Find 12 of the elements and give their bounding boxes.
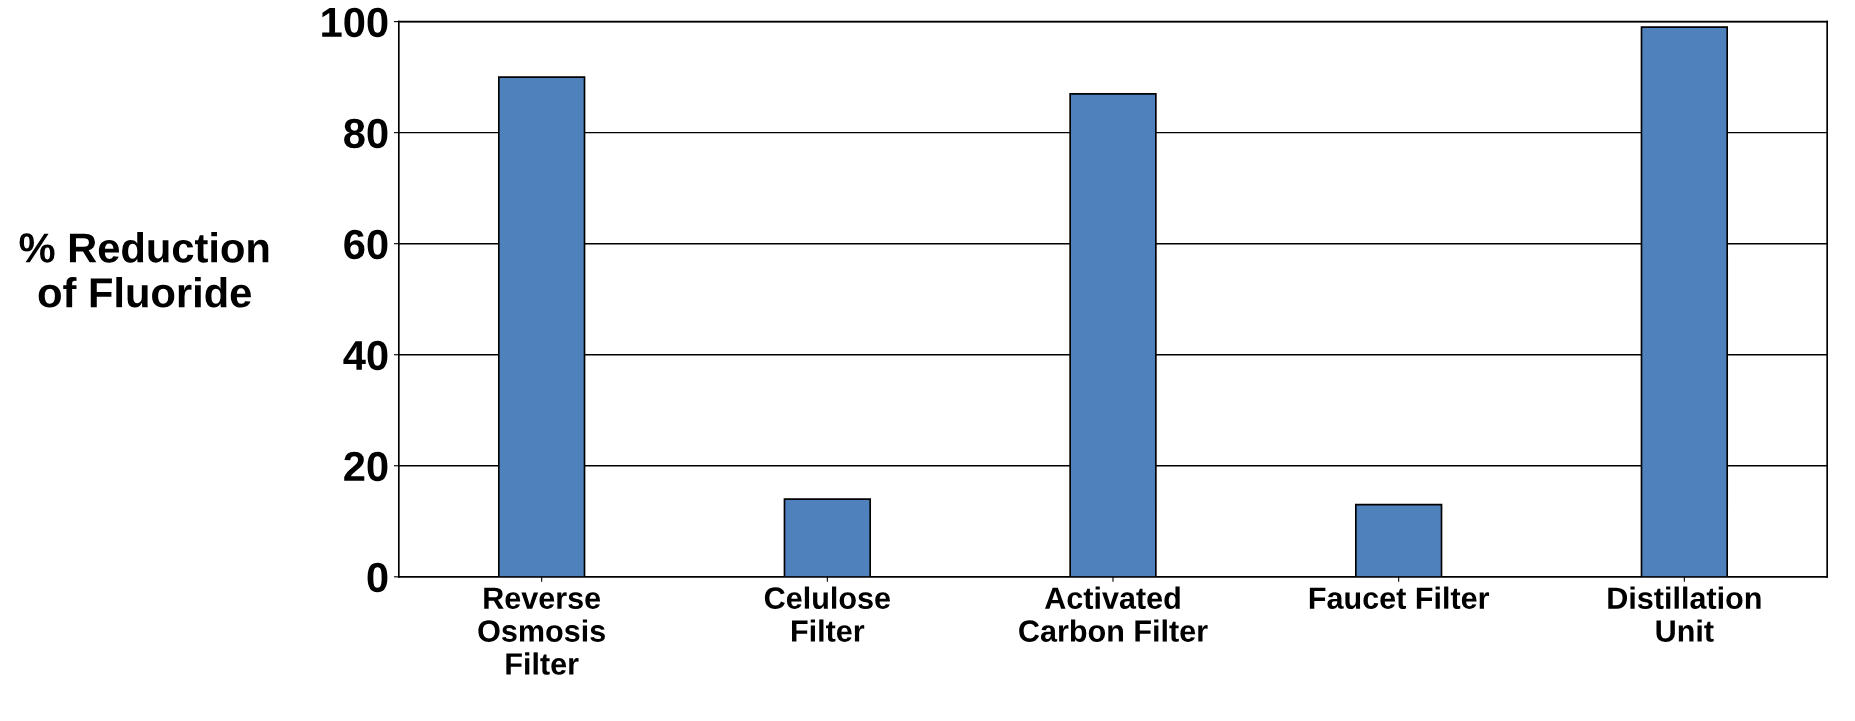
y-tick-label: 80	[344, 118, 388, 149]
y-axis-title: % Reduction of Fluoride	[19, 232, 269, 308]
y-tick-label: 40	[343, 340, 388, 371]
y-tick-label: 100	[322, 7, 388, 38]
y-tick-label: 60	[344, 229, 388, 260]
x-tick-label: Reverse Osmosis Filter	[478, 587, 605, 675]
x-tick-label: Faucet Filter	[1309, 586, 1490, 609]
x-tick-label: Distillation Unit	[1608, 586, 1761, 642]
y-tick-label: 20	[344, 451, 388, 482]
x-tick-label: Celulose Filter	[764, 586, 890, 642]
x-tick-label: Activated Carbon Filter	[1019, 586, 1208, 642]
y-tick-label: 0	[367, 562, 388, 593]
